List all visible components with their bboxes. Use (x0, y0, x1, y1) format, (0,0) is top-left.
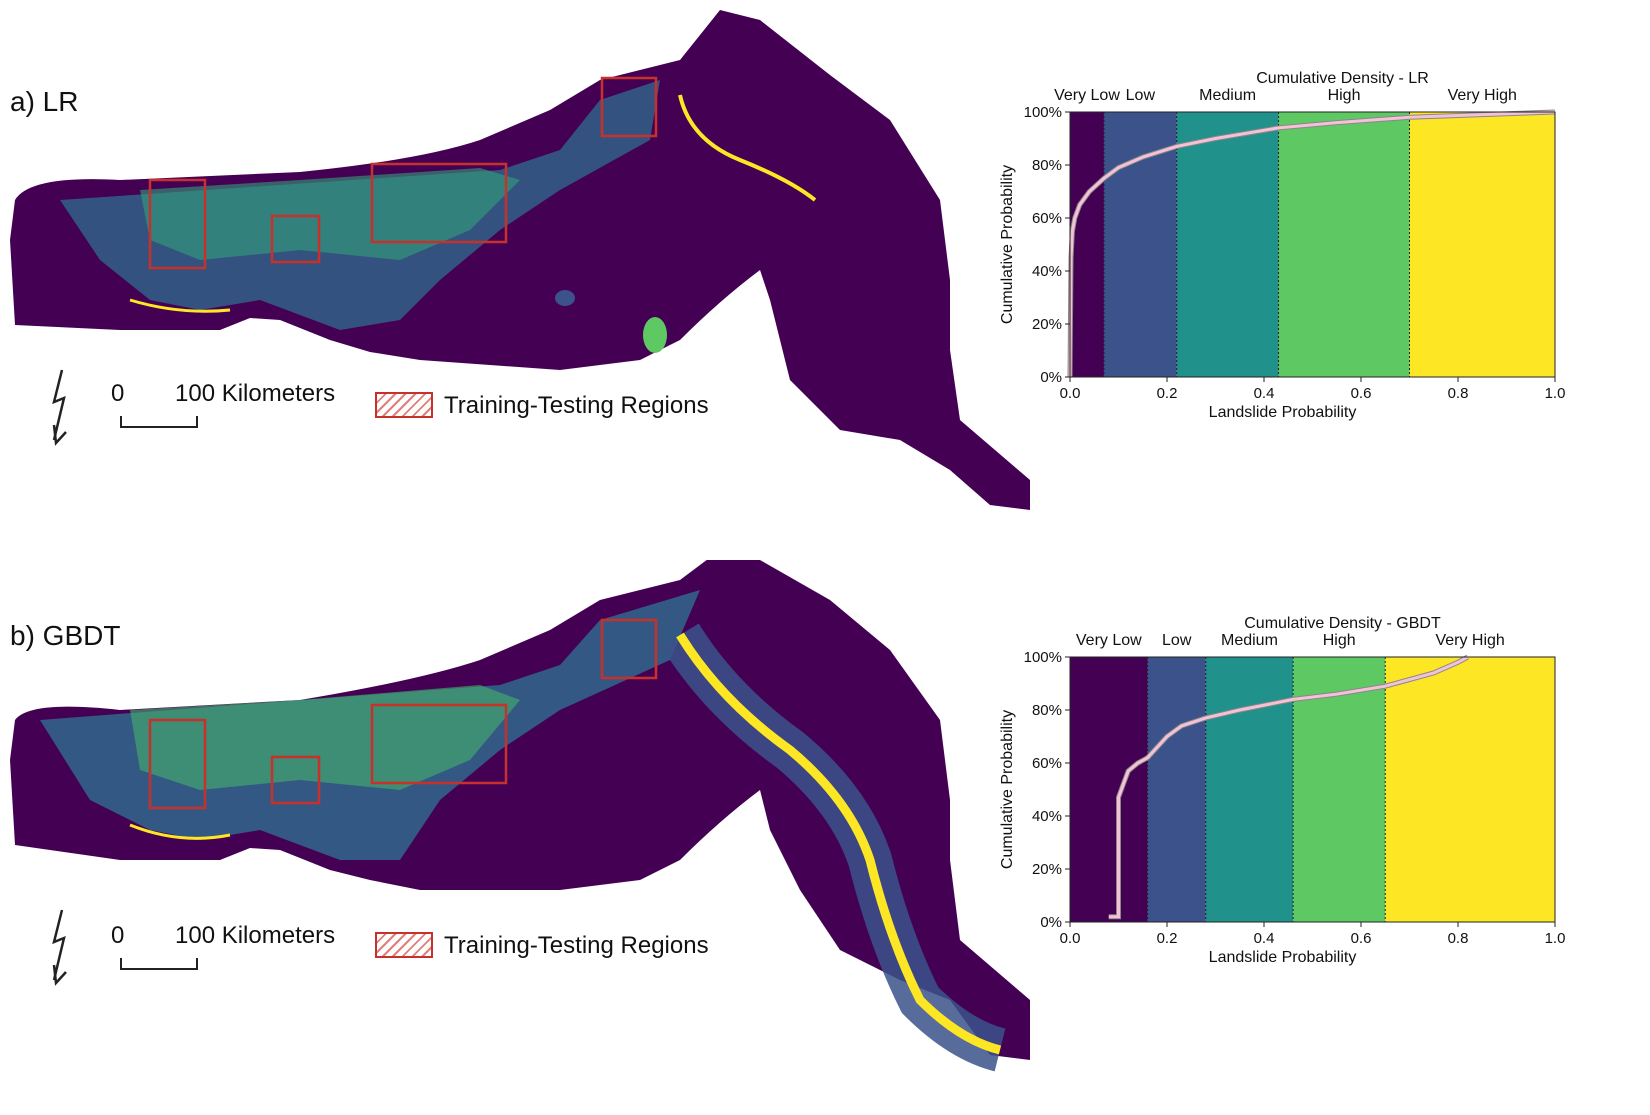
plot-frame (1069, 656, 1556, 923)
river-line (129, 298, 231, 313)
class-band (1176, 112, 1279, 377)
scale-distance: 100 Kilometers (175, 922, 336, 949)
x-tick-label: 0.4 (1254, 385, 1275, 402)
cdf-curve (1108, 655, 1469, 919)
training-legend-label: Training-Testing Regions (444, 932, 709, 959)
scale-distance: 100 Kilometers (175, 380, 336, 407)
y-tick-label: 60% (1032, 210, 1062, 227)
training-legend-label: Training-Testing Regions (444, 392, 709, 419)
x-tick-label: 0.6 (1351, 385, 1372, 402)
plot-frame (1069, 111, 1556, 378)
class-label: Medium (1221, 632, 1278, 649)
training-region (370, 162, 508, 244)
class-band (1205, 657, 1294, 922)
class-label: Very High (1448, 87, 1517, 104)
panel-title: a) LR (10, 86, 79, 117)
class-label: Medium (1199, 87, 1256, 104)
class-label: Very Low (1076, 632, 1142, 649)
y-tick-label: 40% (1032, 263, 1062, 280)
y-tick-label: 80% (1032, 157, 1062, 174)
training-region (270, 214, 321, 264)
class-band (1385, 657, 1555, 922)
river-line (678, 94, 817, 202)
river-line (129, 823, 231, 840)
panel-lr: a) LR 0 100 Kilometers Training-Testing … (0, 0, 1650, 555)
class-band (1278, 112, 1410, 377)
x-tick-label: 0.4 (1254, 930, 1275, 947)
y-tick-label: 20% (1032, 861, 1062, 878)
x-tick-label: 1.0 (1545, 930, 1566, 947)
training-region (148, 718, 207, 810)
x-tick-label: 0.8 (1448, 930, 1469, 947)
y-tick-label: 0% (1040, 369, 1062, 386)
y-tick-label: 80% (1032, 702, 1062, 719)
y-tick-label: 20% (1032, 316, 1062, 333)
x-tick-label: 0.8 (1448, 385, 1469, 402)
class-label: High (1328, 87, 1361, 104)
class-band (1070, 657, 1148, 922)
hotspot (643, 317, 667, 353)
susceptibility-map-gbdt (10, 560, 1030, 1072)
x-tick-label: 0.0 (1060, 930, 1081, 947)
y-axis-label: Cumulative Probability (999, 710, 1016, 869)
north-arrow-icon (52, 909, 67, 986)
scale-bar (120, 958, 198, 970)
class-band (1409, 112, 1555, 377)
class-band (1070, 112, 1104, 377)
map-region (10, 560, 1030, 1060)
training-region (148, 178, 207, 270)
y-tick-label: 60% (1032, 755, 1062, 772)
scale-bar (120, 416, 198, 428)
training-region (600, 76, 658, 138)
x-axis-label: Landslide Probability (1209, 949, 1357, 966)
x-tick-label: 0.2 (1157, 930, 1178, 947)
cumulative-density-chart-lr: Very Low Low Medium High Very High 0.0 0.2 0.4 0… (999, 70, 1566, 421)
y-tick-label: 40% (1032, 808, 1062, 825)
training-region (600, 618, 658, 680)
class-label: Low (1162, 632, 1192, 649)
class-label: Very High (1435, 632, 1504, 649)
class-band (1293, 657, 1386, 922)
y-axis-label: Cumulative Probability (999, 165, 1016, 324)
training-region (270, 755, 321, 805)
x-tick-label: 1.0 (1545, 385, 1566, 402)
hotspot (555, 290, 575, 306)
cumulative-density-chart-gbdt: Very Low Low Medium High Very High 0.0 0.2 0.4 0… (999, 615, 1566, 966)
panel-gbdt: b) GBDT 0 100 Kilometers Training-Testin… (0, 560, 1650, 1115)
hotspot-core (140, 168, 520, 260)
x-tick-label: 0.2 (1157, 385, 1178, 402)
scale-zero: 0 (111, 380, 125, 407)
x-tick-label: 0.6 (1351, 930, 1372, 947)
class-band (1147, 657, 1206, 922)
training-region-swatch (375, 392, 433, 418)
cdf-curve (1068, 110, 1556, 378)
map-region (10, 10, 1030, 510)
x-axis-label: Landslide Probability (1209, 404, 1357, 421)
panel-title: b) GBDT (10, 620, 121, 651)
training-region (370, 703, 508, 785)
x-tick-label: 0.0 (1060, 385, 1081, 402)
y-tick-label: 100% (1024, 649, 1062, 666)
class-label: Low (1126, 87, 1156, 104)
susceptibility-map-lr (10, 10, 1030, 510)
north-arrow-icon (52, 369, 67, 446)
scale-zero: 0 (111, 922, 125, 949)
chart-title: Cumulative Density - GBDT (1244, 615, 1441, 632)
y-tick-label: 0% (1040, 914, 1062, 931)
training-region-swatch (375, 932, 433, 958)
class-label: Very Low (1054, 87, 1120, 104)
chart-title: Cumulative Density - LR (1256, 70, 1429, 87)
class-label: High (1323, 632, 1356, 649)
y-tick-label: 100% (1024, 104, 1062, 121)
river-line (676, 632, 1002, 1055)
hotspot-core (130, 685, 520, 790)
